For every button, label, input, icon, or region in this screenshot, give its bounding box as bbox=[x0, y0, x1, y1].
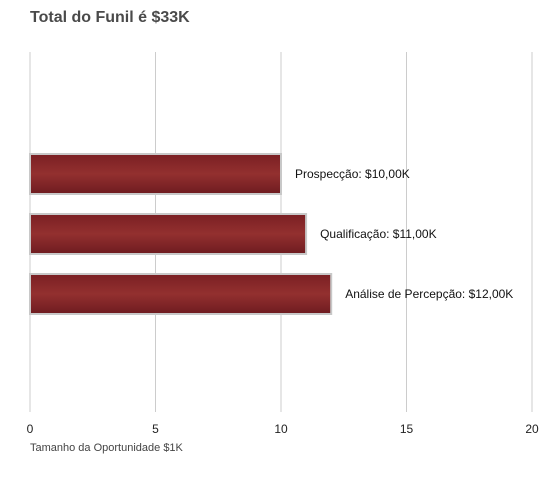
x-tick-label-0: 0 bbox=[27, 422, 34, 436]
bar-data-label-2: Análise de Percepção: $12,00K bbox=[345, 287, 513, 301]
chart-title: Total do Funil é $33K bbox=[30, 9, 190, 26]
x-tick-label-20: 20 bbox=[525, 422, 539, 436]
x-tick-label-10: 10 bbox=[274, 422, 288, 436]
bar-0 bbox=[29, 153, 282, 195]
bar-data-label-0: Prospecção: $10,00K bbox=[295, 167, 410, 181]
x-axis-title: Tamanho da Oportunidade $1K bbox=[30, 442, 183, 454]
x-tick-label-15: 15 bbox=[400, 422, 414, 436]
x-tick-label-5: 5 bbox=[152, 422, 159, 436]
bar-1 bbox=[29, 213, 308, 255]
bar-2 bbox=[29, 273, 333, 315]
bar-data-label-1: Qualificação: $11,00K bbox=[320, 227, 437, 241]
